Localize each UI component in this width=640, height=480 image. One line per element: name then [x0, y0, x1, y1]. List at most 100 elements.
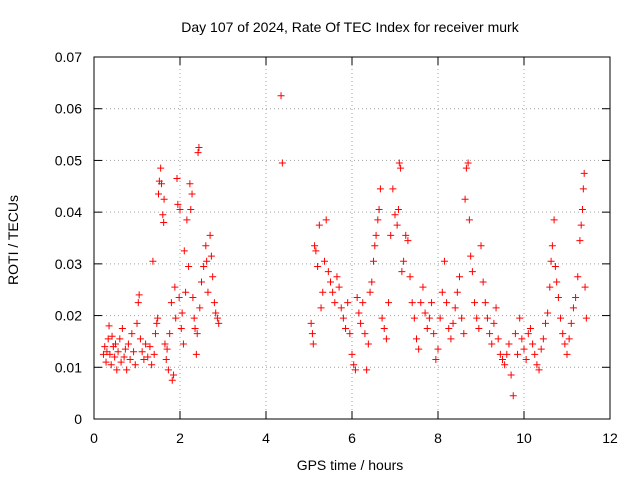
data-point — [428, 299, 436, 307]
data-point — [215, 319, 223, 327]
data-point — [157, 164, 165, 172]
data-point — [170, 371, 178, 379]
data-point — [440, 257, 448, 265]
data-point — [212, 309, 220, 317]
data-point — [353, 293, 361, 301]
data-point — [136, 335, 144, 343]
data-point — [355, 309, 363, 317]
data-point — [372, 231, 380, 239]
data-point — [160, 195, 168, 203]
data-point — [167, 299, 175, 307]
data-point — [445, 325, 453, 332]
data-point — [413, 335, 420, 343]
data-point — [490, 319, 498, 327]
data-point — [202, 242, 210, 250]
data-point — [542, 319, 549, 327]
x-tick-label: 2 — [176, 430, 184, 446]
data-point — [176, 206, 184, 214]
data-point — [581, 283, 589, 291]
data-point — [329, 288, 337, 296]
data-point — [544, 309, 552, 317]
y-axis-ticks: 0 0.01 0.02 0.03 0.04 0.05 0.06 0.07 — [55, 49, 610, 427]
data-point — [351, 366, 359, 374]
data-point — [173, 175, 181, 183]
data-point — [339, 314, 347, 322]
data-point — [535, 366, 543, 374]
data-point — [569, 304, 577, 312]
data-point — [483, 314, 491, 322]
x-tick-label: 4 — [262, 430, 270, 446]
data-point — [121, 345, 129, 353]
data-point — [333, 273, 341, 281]
data-point — [398, 268, 406, 276]
data-point — [128, 330, 136, 338]
data-point — [348, 350, 356, 358]
data-point — [146, 343, 154, 351]
x-tick-label: 10 — [516, 430, 532, 446]
data-point — [320, 257, 328, 265]
data-point — [458, 314, 466, 322]
data-point — [172, 314, 180, 322]
data-point — [393, 221, 401, 229]
data-point — [204, 288, 212, 296]
data-point — [509, 392, 517, 400]
data-point — [149, 257, 157, 265]
data-point — [312, 247, 320, 255]
data-point — [443, 299, 451, 307]
data-point — [486, 330, 494, 338]
data-point — [178, 309, 186, 317]
data-point — [507, 371, 515, 379]
data-point — [186, 180, 194, 188]
data-point — [382, 335, 390, 343]
data-point — [432, 356, 440, 364]
data-point — [557, 314, 565, 322]
data-point — [359, 299, 367, 307]
y-tick-label: 0.01 — [55, 359, 82, 375]
data-point — [408, 299, 416, 307]
data-point — [453, 288, 461, 296]
data-point — [189, 293, 197, 301]
data-point — [153, 319, 161, 327]
data-point — [342, 325, 350, 332]
x-tick-label: 12 — [602, 430, 618, 446]
data-point — [370, 257, 377, 265]
data-point — [438, 288, 446, 296]
data-point — [537, 345, 545, 353]
data-point — [171, 283, 179, 291]
data-point — [529, 340, 537, 348]
data-point — [140, 356, 148, 364]
data-point — [533, 361, 541, 369]
data-point — [559, 330, 567, 338]
data-point — [188, 190, 196, 198]
data-point — [120, 353, 128, 361]
data-point — [468, 268, 476, 276]
chart-title: Day 107 of 2024, Rate Of TEC Index for r… — [181, 19, 519, 35]
data-point — [526, 325, 534, 332]
data-point — [177, 325, 185, 332]
data-point — [406, 273, 414, 281]
data-point — [191, 325, 199, 332]
data-point — [162, 356, 170, 364]
data-point — [135, 291, 143, 299]
data-point — [539, 335, 547, 343]
data-point — [579, 185, 587, 193]
data-point — [130, 348, 138, 356]
data-point — [179, 340, 187, 348]
data-point — [324, 268, 332, 276]
data-point — [209, 273, 217, 281]
data-point — [203, 257, 211, 265]
data-point — [107, 361, 115, 369]
data-point — [309, 340, 317, 348]
data-point — [449, 319, 457, 327]
data-point — [531, 350, 539, 358]
data-point — [447, 335, 455, 343]
data-point — [307, 319, 315, 327]
data-point — [580, 169, 588, 177]
data-point — [368, 278, 376, 286]
data-point — [346, 330, 354, 338]
data-point — [102, 358, 110, 366]
data-point — [331, 299, 339, 307]
data-point — [144, 353, 152, 361]
data-point — [159, 211, 167, 219]
data-point — [567, 319, 575, 327]
